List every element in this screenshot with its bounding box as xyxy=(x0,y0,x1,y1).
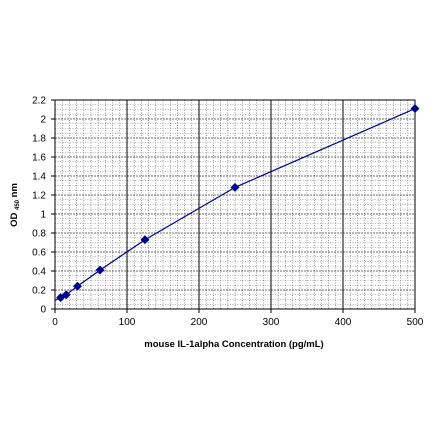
data-point-marker xyxy=(230,182,240,192)
data-point-marker xyxy=(140,235,150,245)
data-point-marker xyxy=(410,103,420,114)
data-point-marker xyxy=(61,290,71,300)
y-tick-label: 1 xyxy=(40,210,46,221)
y-tick-label: 0 xyxy=(40,305,46,316)
y-tick-label: 1.4 xyxy=(32,172,46,183)
x-tick-labels: 0 100 200 300 400 500 xyxy=(52,317,424,328)
y-tick-label: 2.2 xyxy=(32,96,46,107)
y-tick-label: 0.8 xyxy=(32,229,46,240)
y-tick-label: 1.2 xyxy=(32,191,46,202)
y-tick-labels: 0 0.2 0.4 0.6 0.8 1 1.2 1.4 1.6 1.8 2 2.2 xyxy=(32,96,46,316)
y-axis-title-sub: 450 xyxy=(15,199,21,210)
y-axis-title-main: OD xyxy=(9,213,20,227)
grid-lines xyxy=(55,100,415,309)
y-tick-label: 0.4 xyxy=(32,267,46,278)
y-tick-label: 2 xyxy=(40,115,46,126)
data-point-marker xyxy=(95,265,105,275)
y-tick-label: 0.6 xyxy=(32,248,46,259)
axes xyxy=(51,99,416,313)
y-tick-label: 1.8 xyxy=(32,134,46,145)
x-tick-label: 100 xyxy=(119,317,136,328)
x-tick-label: 200 xyxy=(191,317,208,328)
plot-border xyxy=(54,99,416,310)
y-tick-label: 1.6 xyxy=(32,153,46,164)
series-layer xyxy=(54,103,420,303)
y-axis-title: OD 450 nm xyxy=(9,183,22,227)
x-tick-label: 0 xyxy=(52,317,58,328)
y-axis-title-unit: nm xyxy=(9,183,20,197)
x-tick-label: 500 xyxy=(407,317,424,328)
x-tick-label: 300 xyxy=(263,317,280,328)
x-axis-title: mouse IL-1alpha Concentration (pg/mL) xyxy=(144,339,323,350)
data-point-marker xyxy=(72,281,83,291)
y-tick-label: 0.2 xyxy=(32,286,46,297)
x-tick-label: 400 xyxy=(335,317,352,328)
